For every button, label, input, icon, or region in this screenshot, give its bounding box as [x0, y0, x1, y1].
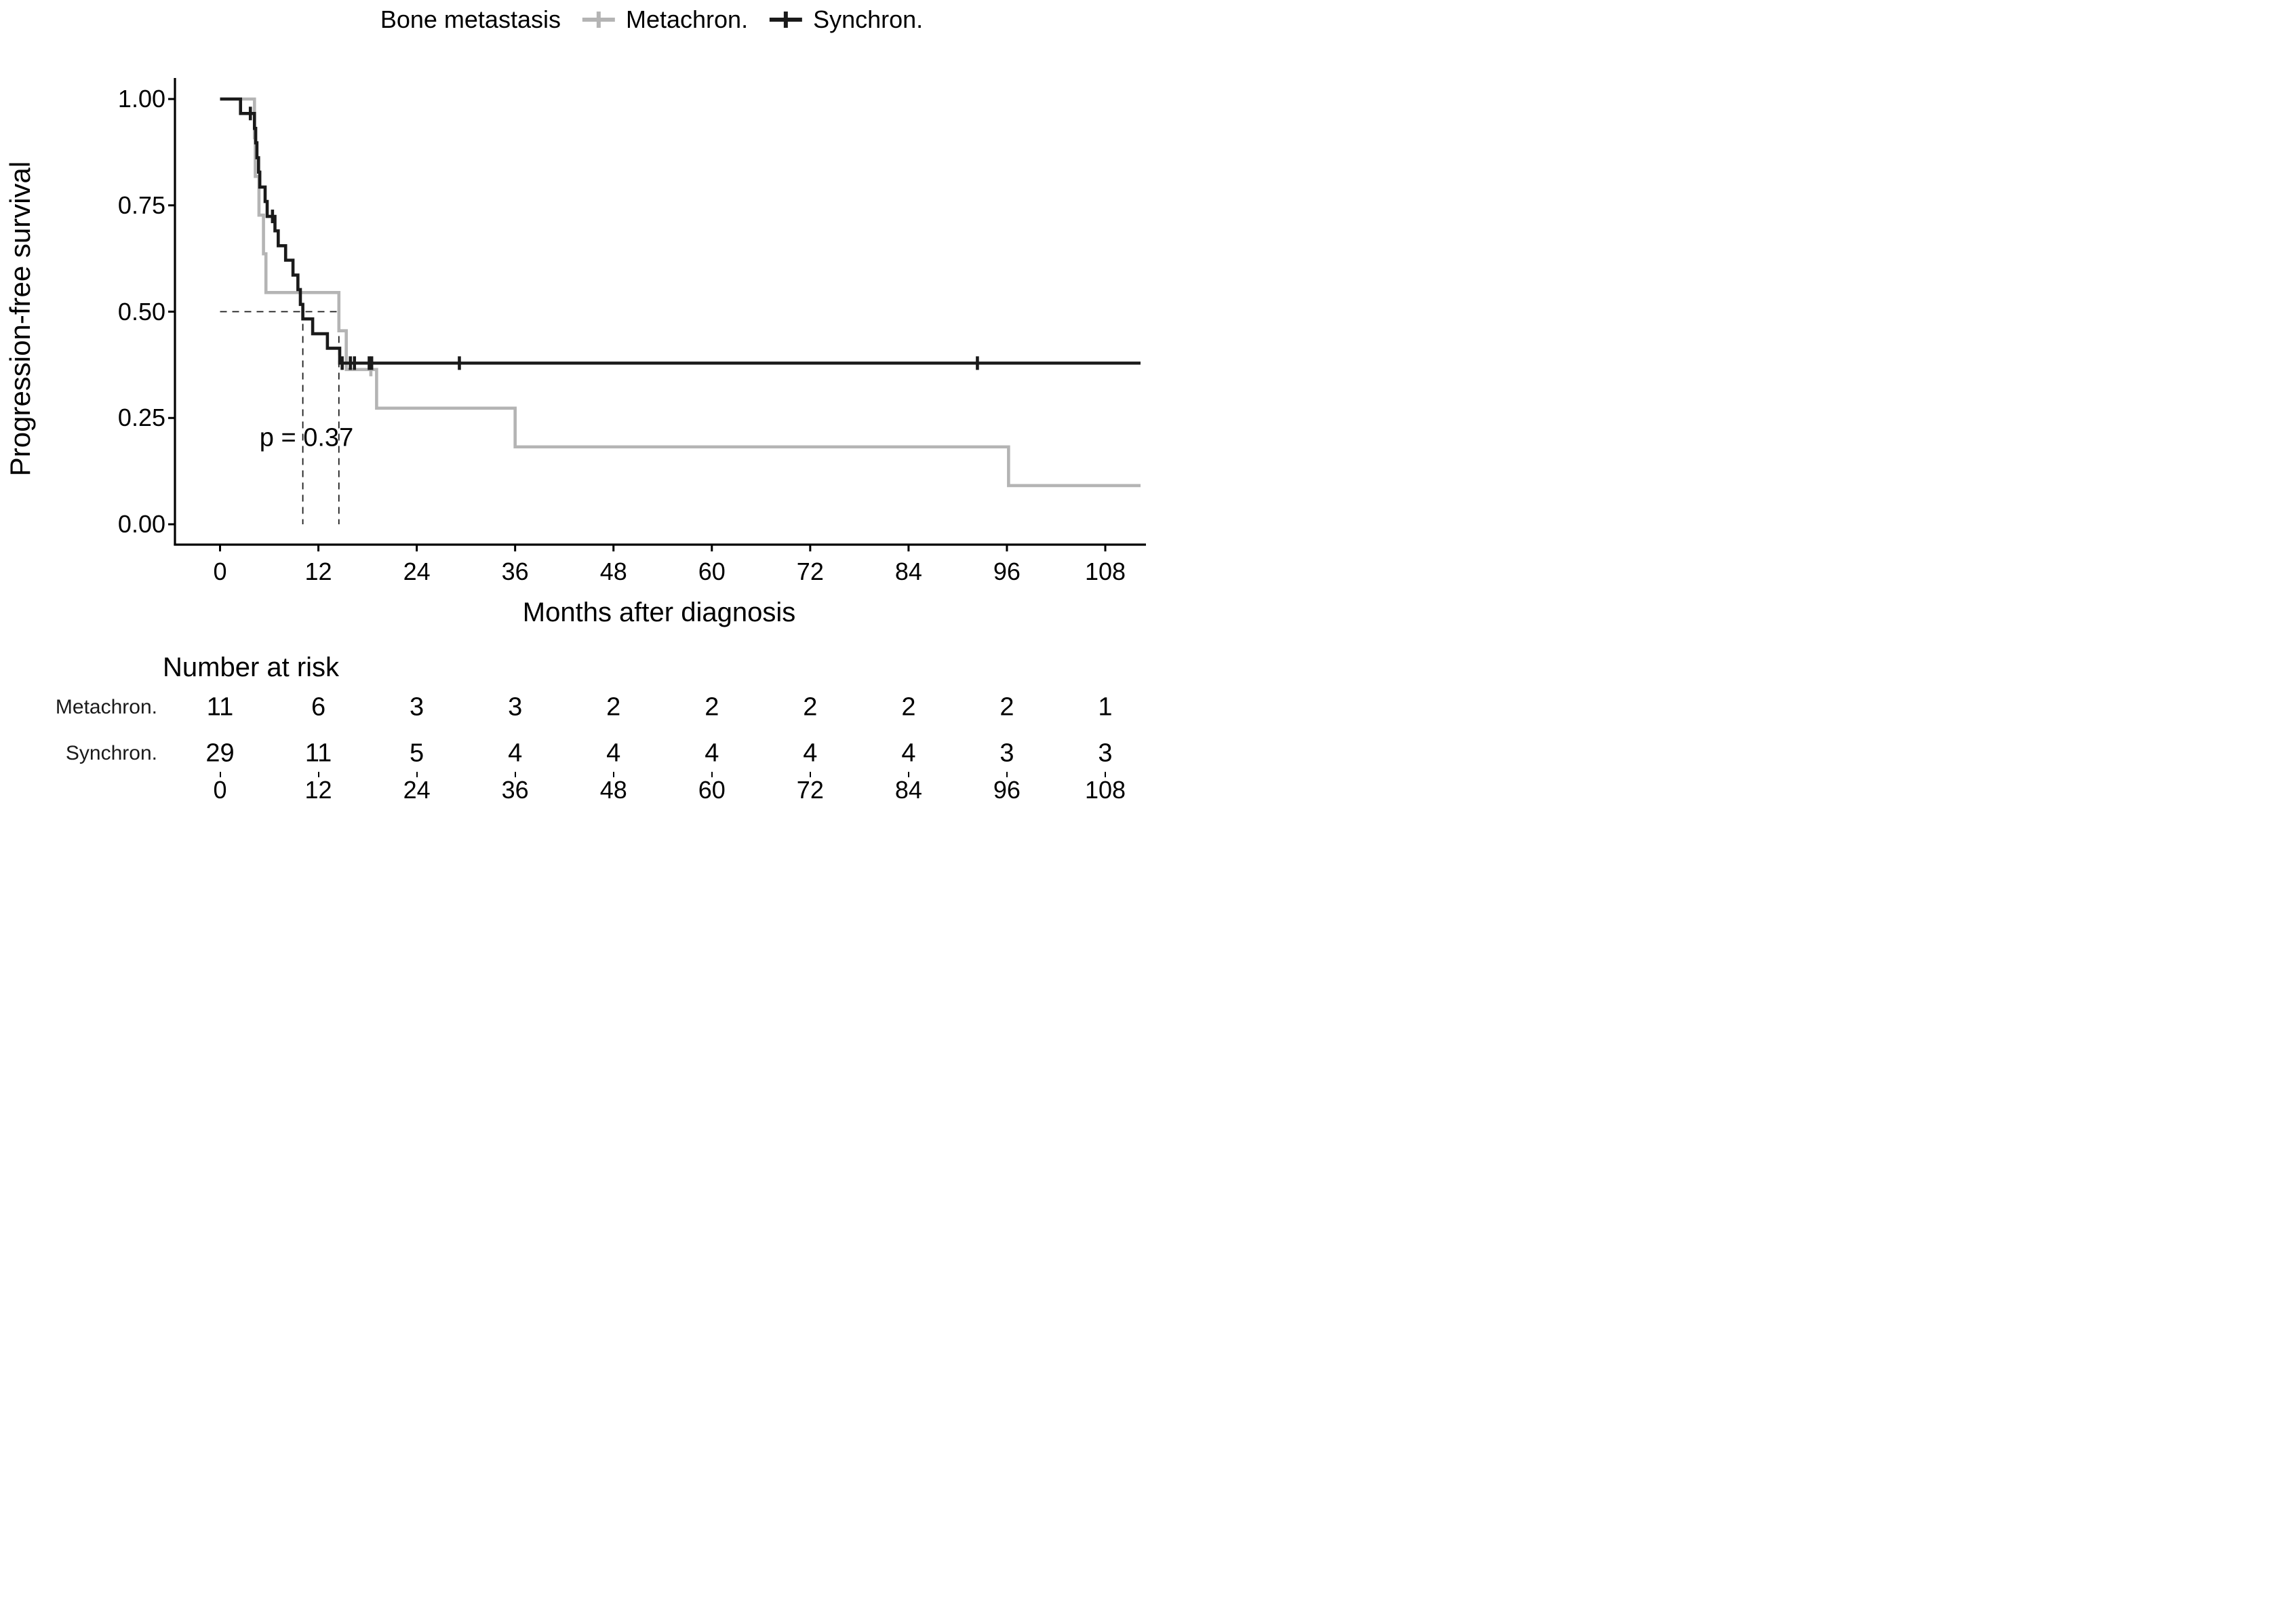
risk-count: 29 — [205, 739, 235, 768]
risk-time-label: 12 — [304, 776, 332, 804]
synchron-survival-curve — [220, 97, 1141, 365]
x-axis-title: Months after diagnosis — [522, 598, 796, 627]
risk-axis-tick — [711, 772, 713, 777]
metachron-survival-curve — [220, 97, 1141, 488]
legend-item-metachron: Metachron. — [581, 5, 748, 34]
risk-count: 4 — [803, 739, 818, 768]
risk-count: 4 — [901, 739, 916, 768]
risk-time-label: 0 — [213, 776, 227, 804]
legend-title: Bone metastasis — [380, 5, 561, 33]
x-tick-label: 84 — [894, 558, 922, 585]
x-tick-label: 72 — [796, 558, 824, 585]
y-tick-label: 0.50 — [117, 297, 165, 326]
risk-time-label: 72 — [796, 776, 824, 804]
y-axis-title: Progression-free survival — [4, 161, 36, 477]
x-tick-label: 24 — [403, 558, 431, 585]
risk-axis-tick — [612, 772, 614, 777]
risk-time-label: 96 — [993, 776, 1021, 804]
x-tick-label: 0 — [213, 558, 227, 585]
risk-count: 3 — [410, 692, 424, 722]
legend-label-metachron: Metachron. — [625, 5, 749, 33]
legend-label-synchron: Synchron. — [813, 5, 924, 33]
risk-count: 2 — [803, 692, 818, 722]
synchron-line-plus-icon — [770, 12, 803, 28]
risk-count: 5 — [410, 739, 424, 768]
risk-time-label: 24 — [403, 776, 431, 804]
risk-count: 1 — [1098, 692, 1113, 722]
risk-axis-tick — [1006, 772, 1008, 777]
x-tick-label: 60 — [698, 558, 726, 585]
legend-item-synchron: Synchron. — [768, 5, 923, 34]
risk-time-label: 48 — [599, 776, 627, 804]
legend: Bone metastasis Metachron. Synchron. — [380, 5, 923, 34]
risk-count: 2 — [705, 692, 719, 722]
risk-count: 2 — [999, 692, 1014, 722]
risk-time-label: 84 — [894, 776, 922, 804]
risk-count: 3 — [508, 692, 523, 722]
y-tick-label: 0.25 — [117, 404, 165, 432]
risk-row-label: Synchron. — [65, 742, 157, 764]
risk-axis-tick — [1105, 772, 1106, 777]
risk-count: 2 — [606, 692, 621, 722]
risk-count: 2 — [901, 692, 916, 722]
risk-count: 4 — [705, 739, 719, 768]
y-tick-label: 0.00 — [117, 510, 165, 538]
risk-time-label: 60 — [698, 776, 726, 804]
y-tick-label: 0.75 — [117, 191, 165, 219]
risk-count: 11 — [304, 739, 332, 768]
x-tick-label: 96 — [993, 558, 1021, 585]
risk-axis-tick — [317, 772, 319, 777]
x-tick-label: 48 — [599, 558, 627, 585]
risk-axis-tick — [907, 772, 909, 777]
km-figure: { "legend": { "title": "Bone metastasis"… — [0, 0, 1148, 811]
risk-axis-tick — [809, 772, 811, 777]
risk-count: 4 — [606, 739, 621, 768]
risk-row-label: Metachron. — [55, 696, 157, 718]
y-tick-label: 1.00 — [117, 85, 165, 113]
risk-count: 4 — [508, 739, 523, 768]
km-plot-canvas — [168, 78, 1146, 551]
risk-axis-tick — [416, 772, 418, 777]
risk-count: 3 — [999, 739, 1014, 768]
metachron-line-plus-icon — [582, 12, 615, 28]
risk-axis-tick — [514, 772, 516, 777]
x-tick-label: 36 — [501, 558, 529, 585]
x-tick-label: 12 — [304, 558, 332, 585]
risk-count: 3 — [1098, 739, 1113, 768]
p-value-annotation: p = 0.37 — [259, 423, 354, 452]
x-tick-label: 108 — [1084, 558, 1126, 585]
risk-time-label: 108 — [1084, 776, 1126, 804]
risk-time-label: 36 — [501, 776, 529, 804]
risk-count: 11 — [206, 692, 234, 722]
risk-count: 6 — [311, 692, 326, 722]
risk-table-title: Number at risk — [163, 652, 340, 682]
risk-axis-tick — [219, 772, 221, 777]
